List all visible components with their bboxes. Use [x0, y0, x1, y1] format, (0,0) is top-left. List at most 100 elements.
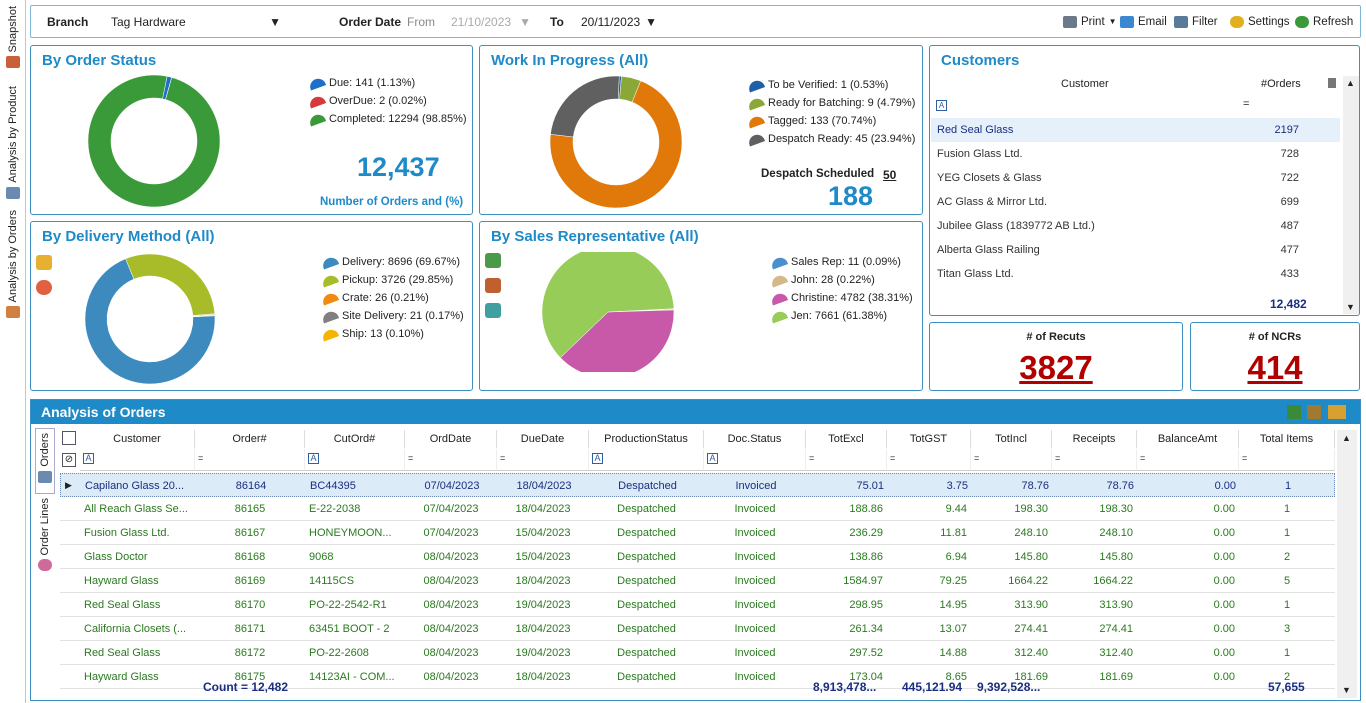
despatch-scheduled-link[interactable]: 50 [883, 168, 897, 182]
filter-equals-icon[interactable]: = [408, 453, 414, 463]
filter-equals-icon[interactable]: = [974, 453, 980, 463]
chart-slice[interactable] [541, 252, 675, 359]
column-header[interactable]: CutOrd# [305, 430, 405, 448]
column-header[interactable]: BalanceAmt [1137, 430, 1239, 448]
scroll-down-icon[interactable]: ▼ [1342, 685, 1351, 695]
recuts-value[interactable]: 3827 [1019, 349, 1093, 386]
customer-row[interactable]: Titan Glass Ltd. 433 [931, 262, 1340, 286]
customers-scrollbar[interactable]: ▲ ▼ [1343, 76, 1359, 314]
filter-equals-icon[interactable]: = [500, 453, 506, 463]
column-chooser-icon[interactable] [62, 431, 76, 445]
chart-slice[interactable] [125, 253, 216, 316]
table-row[interactable]: Glass Doctor 86168 9068 08/04/2023 15/04/202… [60, 545, 1335, 569]
column-filter[interactable]: A [704, 449, 806, 471]
recuts-panel[interactable]: # of Recuts 3827 [929, 322, 1183, 391]
chart-slice[interactable] [560, 309, 675, 372]
delivery-chart[interactable] [83, 252, 218, 387]
filter-equals-icon[interactable]: = [1055, 453, 1061, 463]
column-filter[interactable]: = [1239, 449, 1335, 471]
column-filter[interactable]: = [497, 449, 589, 471]
customer-row[interactable]: Alberta Glass Railing 477 [931, 238, 1340, 262]
filter-button[interactable]: Filter [1174, 15, 1218, 28]
column-filter[interactable]: = [887, 449, 971, 471]
table-row[interactable]: California Closets (... 86171 63451 BOOT -… [60, 617, 1335, 641]
table-row[interactable]: Capilano Glass 20... 86164 BC44395 07/04/20… [60, 473, 1335, 497]
settings-button[interactable]: Settings [1230, 15, 1290, 28]
col-customer-header[interactable]: Customer [1061, 78, 1109, 90]
filter-equals-icon[interactable]: = [1243, 98, 1250, 110]
grid-scrollbar[interactable]: ▲ ▼ [1337, 430, 1357, 698]
tab-analysis-product[interactable]: Analysis by Product [3, 86, 23, 199]
chart-slice[interactable] [192, 315, 216, 318]
scroll-up-icon[interactable]: ▲ [1342, 433, 1351, 443]
report-icon[interactable] [1307, 405, 1321, 419]
filter-text-icon[interactable]: A [308, 453, 319, 464]
location-pin-icon[interactable] [36, 280, 52, 295]
column-filter[interactable]: = [1052, 449, 1137, 471]
column-header[interactable]: ProductionStatus [589, 430, 704, 448]
filter-text-icon[interactable]: A [707, 453, 718, 464]
options-icon[interactable] [1328, 405, 1346, 419]
refresh-button[interactable]: Refresh [1295, 15, 1353, 28]
column-header[interactable]: OrdDate [405, 430, 497, 448]
column-header[interactable]: TotGST [887, 430, 971, 448]
excel-export-icon[interactable] [1287, 405, 1301, 419]
chart-slice[interactable] [549, 80, 683, 209]
filter-equals-icon[interactable]: = [1242, 453, 1248, 463]
tab-orders[interactable]: Orders [35, 428, 55, 494]
users-group-icon[interactable] [485, 278, 501, 293]
scroll-down-icon[interactable]: ▼ [1346, 302, 1355, 312]
print-button[interactable]: Print ▼ [1063, 15, 1117, 28]
column-header[interactable]: TotIncl [971, 430, 1052, 448]
ncrs-value[interactable]: 414 [1247, 349, 1303, 386]
scroll-up-icon[interactable]: ▲ [1346, 78, 1355, 88]
truck-icon[interactable] [36, 255, 52, 270]
column-filter[interactable]: = [1137, 449, 1239, 471]
ncrs-panel[interactable]: # of NCRs 414 [1190, 322, 1360, 391]
table-row[interactable]: Fusion Glass Ltd. 86167 HONEYMOON... 07/04/… [60, 521, 1335, 545]
tab-analysis-orders[interactable]: Analysis by Orders [3, 210, 23, 319]
table-row[interactable]: Red Seal Glass 86170 PO-22-2542-R1 08/04/20… [60, 593, 1335, 617]
chart-slice[interactable] [550, 75, 620, 138]
table-row[interactable]: Red Seal Glass 86172 PO-22-2608 08/04/2023 1… [60, 641, 1335, 665]
column-header[interactable]: Order# [195, 430, 305, 448]
user-icon[interactable] [485, 253, 501, 268]
column-header[interactable]: DueDate [497, 430, 589, 448]
column-filter[interactable]: = [971, 449, 1052, 471]
region-icon[interactable] [485, 303, 501, 318]
filter-text-icon[interactable]: A [592, 453, 603, 464]
column-filter[interactable]: A [589, 449, 704, 471]
customer-row[interactable]: Jubilee Glass (1839772 AB Ltd.) 487 [931, 214, 1340, 238]
customer-row[interactable]: Red Seal Glass 2197 [931, 118, 1340, 142]
column-header[interactable]: TotExcl [806, 430, 887, 448]
from-date-input[interactable]: 21/10/2023 ▼ [451, 15, 531, 29]
filter-equals-icon[interactable]: = [890, 453, 896, 463]
clear-filter-icon[interactable]: ⊘ [62, 453, 76, 467]
column-filter[interactable]: = [405, 449, 497, 471]
filter-text-icon[interactable]: A [936, 100, 947, 111]
customer-row[interactable]: AC Glass & Mirror Ltd. 699 [931, 190, 1340, 214]
calculator-icon[interactable] [1328, 78, 1336, 88]
table-row[interactable]: Hayward Glass 86169 14115CS 08/04/2023 18/04… [60, 569, 1335, 593]
branch-select[interactable]: Tag Hardware ▼ [111, 15, 281, 29]
column-header[interactable]: Receipts [1052, 430, 1137, 448]
table-row[interactable]: All Reach Glass Se... 86165 E-22-2038 07/04… [60, 497, 1335, 521]
column-filter[interactable]: = [195, 449, 305, 471]
to-date-input[interactable]: 20/11/2023 ▼ [581, 15, 657, 29]
column-header[interactable]: Doc.Status [704, 430, 806, 448]
column-filter[interactable]: A [80, 449, 195, 471]
col-orders-header[interactable]: #Orders [1261, 78, 1301, 90]
email-button[interactable]: Email [1120, 15, 1167, 28]
wip-chart[interactable] [548, 72, 688, 212]
chart-slice[interactable] [84, 258, 216, 385]
tab-order-lines[interactable]: Order Lines [35, 498, 55, 578]
chart-slice[interactable] [87, 74, 221, 208]
table-row[interactable]: Hayward Glass 86175 14123AI - COM... 08/04/… [60, 665, 1335, 689]
column-filter[interactable]: A [305, 449, 405, 471]
customer-row[interactable]: Fusion Glass Ltd. 728 [931, 142, 1340, 166]
filter-equals-icon[interactable]: = [198, 453, 204, 463]
tab-snapshot[interactable]: Snapshot [3, 6, 23, 69]
filter-text-icon[interactable]: A [83, 453, 94, 464]
filter-equals-icon[interactable]: = [1140, 453, 1146, 463]
customer-row[interactable]: YEG Closets & Glass 722 [931, 166, 1340, 190]
